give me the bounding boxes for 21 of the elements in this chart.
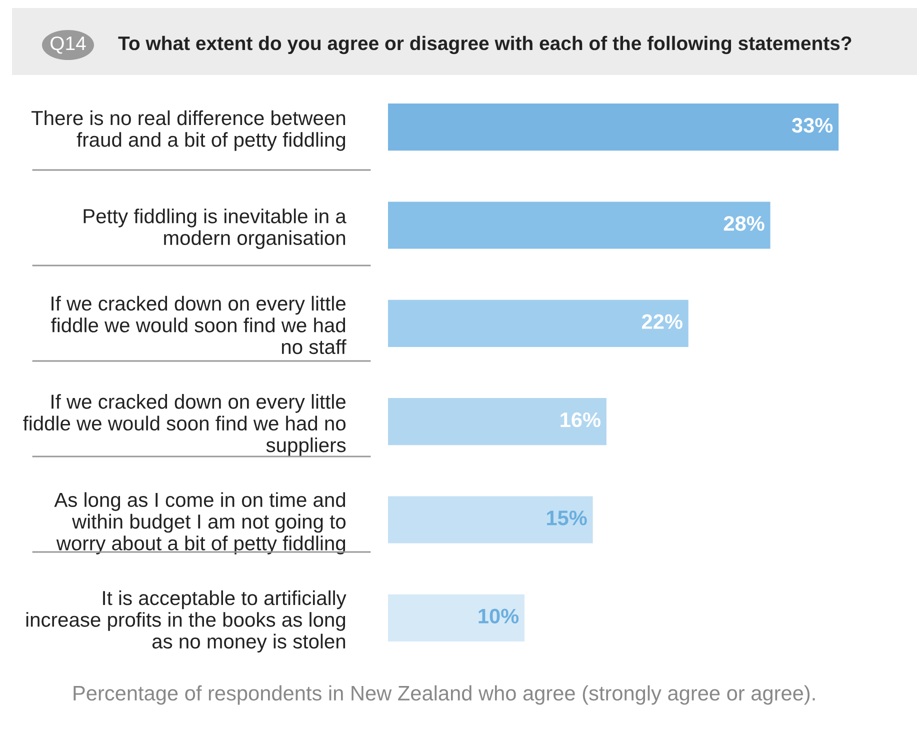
chart-title: To what extent do you agree or disagree with each of the following statements? [118, 36, 852, 54]
data-label: 28% [724, 216, 764, 231]
y-tick-label: If we cracked down on every little fiddle we would soon find we had no staff [51, 296, 346, 354]
data-label: 15% [547, 510, 587, 526]
y-tick-label: Petty fiddling is inevitable in a modern organisation [84, 208, 346, 250]
bar [388, 300, 688, 347]
data-label: 16% [560, 412, 601, 428]
bar [388, 398, 606, 446]
data-label: 33% [792, 118, 833, 133]
text: Q14 [50, 36, 86, 54]
y-tick-label: It is acceptable to artificially increase profits in the books as long as no money is stolen [26, 590, 346, 653]
bar [388, 496, 593, 544]
data-label: 22% [642, 314, 682, 329]
data-label: 10% [478, 608, 519, 624]
bar [388, 202, 770, 249]
y-tick-label: As long as I come in on time and within budget I am not going to worry about a bit of petty fiddling [54, 492, 346, 554]
y-tick-label: There is no real difference between fraud and a bit of petty fiddling [31, 110, 346, 151]
bar [388, 104, 839, 151]
text: Percentage of respondents in New Zealand who agree (strongly agree or agree). [74, 685, 815, 705]
bar [388, 594, 525, 642]
y-tick-label: If we cracked down on every little fiddle we would soon find we had no suppliers [23, 394, 346, 456]
